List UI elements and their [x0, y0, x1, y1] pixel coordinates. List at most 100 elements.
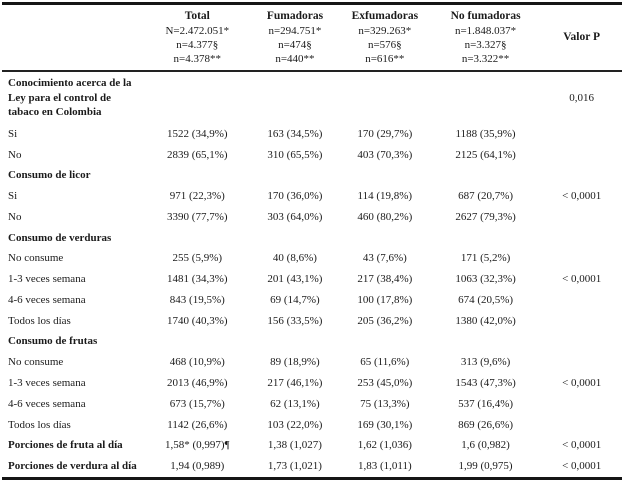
p-value-cell — [541, 227, 622, 248]
value-cell: 163 (34,5%) — [267, 127, 323, 140]
value-cell: 171 (5,2%) — [460, 252, 511, 265]
col-n-line: n=4.377§ — [176, 38, 219, 51]
value-cell: 169 (30,1%) — [357, 418, 413, 431]
value-cell: 1188 (35,9%) — [455, 127, 516, 140]
value-cell: 673 (15,7%) — [169, 397, 225, 410]
value-cell: 1740 (40,3%) — [167, 314, 228, 327]
value-cell — [145, 165, 250, 186]
value-cell — [430, 165, 542, 186]
group-row: Consumo de licor — [2, 165, 622, 186]
value-cell — [250, 227, 340, 248]
col-title-exfumadoras: Exfumadoras — [351, 10, 419, 22]
col-n-line: n=616** — [365, 52, 405, 65]
value-cell: 75 (13,3%) — [360, 397, 410, 410]
p-value-cell: 0,016 — [569, 92, 595, 105]
data-row: Todos los días 1740 (40,3%) 156 (33,5%) 205… — [2, 310, 622, 331]
value-cell: 1543 (47,3%) — [455, 377, 516, 390]
value-cell: 460 (80,2%) — [357, 210, 413, 223]
value-cell: 1,38 (1,027) — [267, 439, 322, 452]
value-cell: 1142 (26,6%) — [167, 418, 228, 431]
value-cell — [430, 331, 542, 352]
value-cell: 674 (20,5%) — [458, 293, 514, 306]
col-title-fumadoras: Fumadoras — [266, 10, 324, 22]
col-n-line: n=4.378** — [173, 52, 222, 65]
value-cell: 103 (22,0%) — [267, 418, 323, 431]
group-row: Porciones de fruta al día 1,58* (0,997)¶ 1… — [2, 435, 622, 456]
data-row: No consume 468 (10,9%) 89 (18,9%) 65 (11,6%… — [2, 352, 622, 373]
value-cell: 1,83 (1,011) — [357, 460, 412, 473]
value-cell: 1063 (32,3%) — [455, 273, 516, 286]
value-cell: 403 (70,3%) — [357, 148, 413, 161]
value-cell — [145, 227, 250, 248]
p-value-cell — [541, 352, 622, 373]
data-row: 4-6 veces semana 843 (19,5%) 69 (14,7%) 100… — [2, 290, 622, 311]
col-n-line: n=329.263* — [358, 24, 412, 37]
p-value-cell: < 0,0001 — [562, 273, 602, 286]
p-value-cell — [541, 290, 622, 311]
header-label-spacer — [2, 3, 145, 72]
value-cell: 313 (9,6%) — [460, 356, 511, 369]
value-cell: 43 (7,6%) — [362, 252, 407, 265]
col-title-nofumadoras: No fumadoras — [450, 10, 521, 22]
row-label: Si — [8, 127, 18, 140]
value-cell — [430, 227, 542, 248]
p-value-cell — [541, 165, 622, 186]
value-cell — [340, 165, 430, 186]
value-cell: 156 (33,5%) — [267, 314, 323, 327]
data-row: Si 971 (22,3%) 170 (36,0%) 114 (19,8%) 687 (… — [2, 186, 622, 207]
value-cell: 170 (29,7%) — [357, 127, 413, 140]
p-value-cell: < 0,0001 — [562, 460, 602, 473]
value-cell: 1522 (34,9%) — [167, 127, 228, 140]
value-cell — [430, 71, 542, 124]
p-value-cell — [541, 248, 622, 269]
value-cell: 1,62 (1,036) — [357, 439, 412, 452]
value-cell — [145, 71, 250, 124]
value-cell — [340, 71, 430, 124]
value-cell: 201 (43,1%) — [267, 273, 323, 286]
header-col-exfumadoras: Exfumadoras n=329.263* n=576§ n=616** — [339, 3, 430, 72]
row-label: No consume — [8, 252, 64, 265]
group-row: Conocimiento acerca de la Ley para el co… — [2, 71, 622, 124]
value-cell: 1481 (34,3%) — [167, 273, 228, 286]
col-n-line: n=576§ — [367, 38, 402, 51]
value-cell: 2627 (79,3%) — [455, 210, 516, 223]
value-cell: 971 (22,3%) — [169, 190, 225, 203]
row-label: Porciones de verdura al día — [8, 460, 137, 473]
value-cell: 687 (20,7%) — [458, 190, 514, 203]
p-value-cell: < 0,0001 — [562, 439, 602, 452]
value-cell: 62 (13,1%) — [270, 397, 320, 410]
value-cell: 100 (17,8%) — [357, 293, 413, 306]
col-n-line: N=2.472.051* — [165, 24, 230, 37]
p-value-cell: < 0,0001 — [562, 190, 602, 203]
row-label: 1-3 veces semana — [8, 377, 86, 390]
group-row: Porciones de verdura al día 1,94 (0,989) 1… — [2, 456, 622, 479]
value-cell: 114 (19,8%) — [357, 190, 413, 203]
col-n-line: n=3.322** — [461, 52, 510, 65]
data-row: No 2839 (65,1%) 310 (65,5%) 403 (70,3%) 2125… — [2, 144, 622, 165]
value-cell: 40 (8,6%) — [272, 252, 317, 265]
row-label: No — [8, 148, 22, 161]
value-cell: 869 (26,6%) — [458, 418, 514, 431]
table-header: Total N=2.472.051* n=4.377§ n=4.378** Fu… — [2, 3, 622, 72]
value-cell: 2839 (65,1%) — [167, 148, 228, 161]
value-cell: 1,6 (0,982) — [461, 439, 510, 452]
row-label: Consumo de licor — [8, 169, 91, 182]
value-cell: 2013 (46,9%) — [167, 377, 228, 390]
table-body: Conocimiento acerca de la Ley para el co… — [2, 71, 622, 479]
value-cell: 170 (36,0%) — [267, 190, 323, 203]
group-row: Consumo de verduras — [2, 227, 622, 248]
value-cell: 310 (65,5%) — [267, 148, 323, 161]
header-col-total: Total N=2.472.051* n=4.377§ n=4.378** — [144, 3, 250, 72]
data-row: No 3390 (77,7%) 303 (64,0%) 460 (80,2%) 2627… — [2, 207, 622, 228]
value-cell: 1,73 (1,021) — [267, 460, 322, 473]
value-cell — [250, 331, 340, 352]
header-row: Total N=2.472.051* n=4.377§ n=4.378** Fu… — [2, 3, 622, 72]
value-cell: 2125 (64,1%) — [455, 148, 516, 161]
p-value-cell — [541, 124, 622, 145]
value-cell: 468 (10,9%) — [169, 356, 225, 369]
value-cell: 1,58* (0,997)¶ — [165, 439, 230, 452]
value-cell: 843 (19,5%) — [169, 293, 225, 306]
row-label: Conocimiento acerca de la Ley para el co… — [8, 77, 132, 118]
